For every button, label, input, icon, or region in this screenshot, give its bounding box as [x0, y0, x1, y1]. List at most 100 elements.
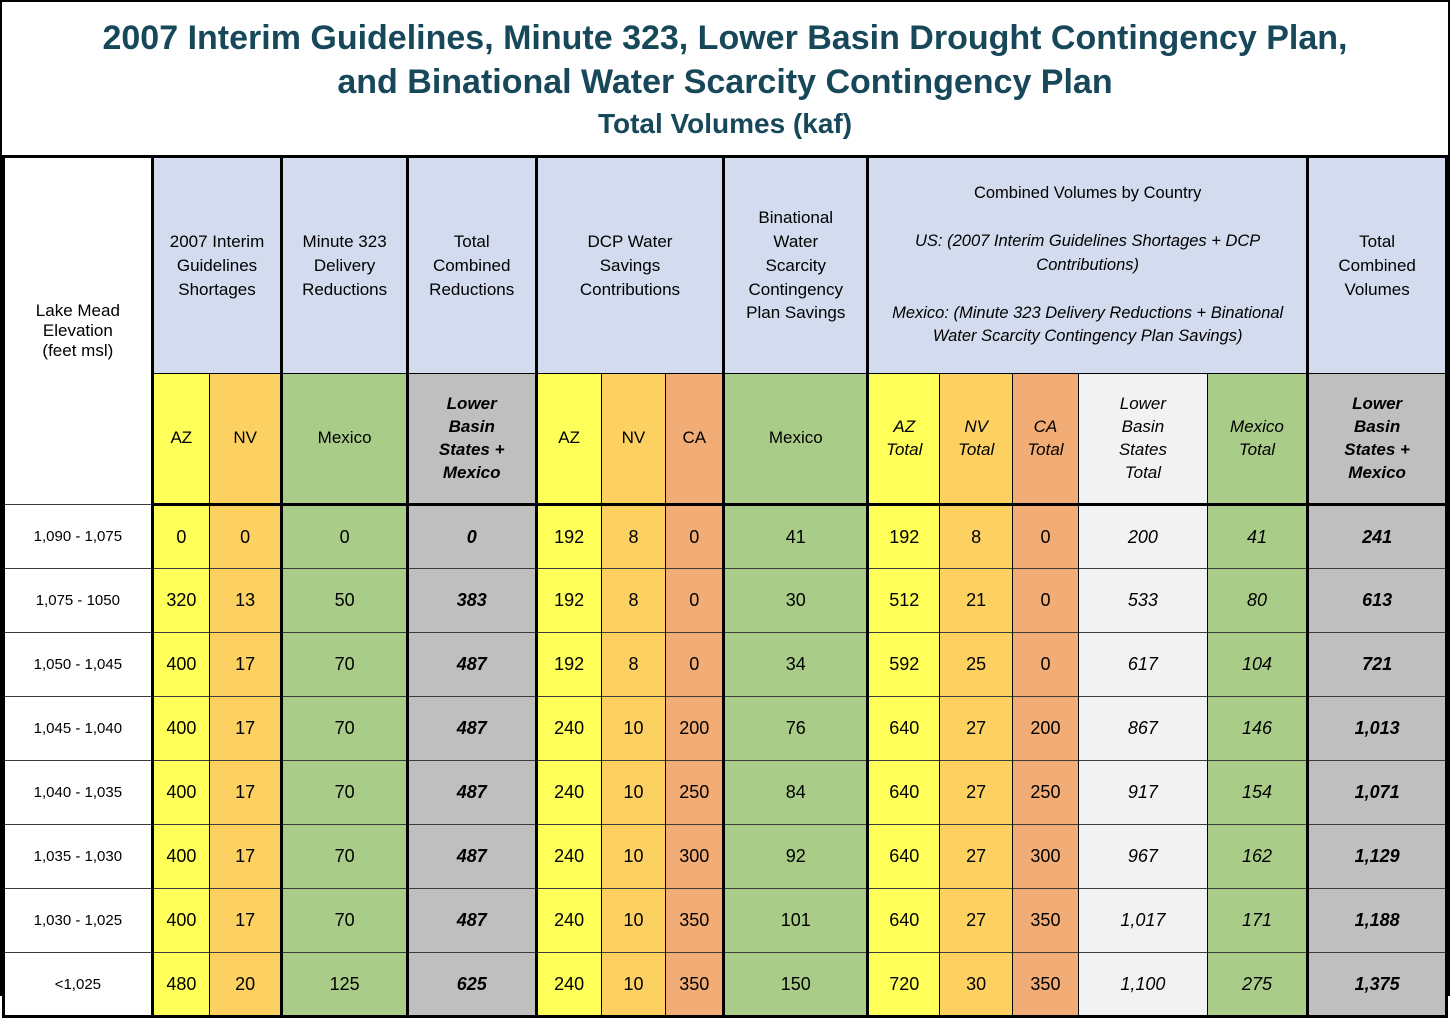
col-header-mexico-total: Mexico Total [1206, 373, 1308, 507]
value-cell: 150 [722, 952, 868, 1017]
value-cell: 8 [600, 632, 666, 697]
value-cell: 640 [866, 760, 940, 825]
value-cell: 400 [150, 824, 210, 889]
value-cell: 240 [534, 888, 602, 953]
value-cell: 400 [150, 632, 210, 697]
value-cell: 625 [405, 952, 537, 1017]
table-row-1040-1035: 1,040 - 1,035 400 17 70 487 240 10 250 8… [3, 760, 1447, 825]
table-row-below-1025: <1,025 480 20 125 625 240 10 350 150 720… [3, 952, 1447, 1017]
value-cell: 640 [866, 824, 940, 889]
value-cell: 1,100 [1078, 952, 1208, 1017]
value-cell: 640 [866, 696, 940, 761]
sub-header-row: AZ NV Mexico Lower Basin States + Mexico… [4, 373, 1447, 507]
value-cell: 1,129 [1306, 824, 1447, 889]
value-cell: 50 [280, 568, 408, 633]
value-cell: 27 [939, 760, 1013, 825]
value-cell: 41 [722, 504, 868, 569]
value-cell: 512 [866, 568, 940, 633]
value-cell: 171 [1206, 888, 1308, 953]
col-group-2007-interim-guidelines-shortages: 2007 Interim Guidelines Shortages [150, 155, 282, 374]
col-header-nv-shortages: NV [208, 373, 282, 507]
value-cell: 350 [665, 952, 724, 1017]
table-row-1090-1075: 1,090 - 1,075 0 0 0 0 192 8 0 41 192 8 0… [3, 504, 1447, 569]
value-cell: 17 [208, 760, 282, 825]
elevation-cell: 1,030 - 1,025 [3, 888, 153, 953]
value-cell: 13 [208, 568, 282, 633]
value-cell: 200 [1078, 504, 1208, 569]
value-cell: 350 [665, 888, 724, 953]
col-header-ca-total: CA Total [1011, 373, 1079, 507]
col-header-nv-total: NV Total [939, 373, 1013, 507]
title-line-1: 2007 Interim Guidelines, Minute 323, Low… [102, 18, 1348, 57]
value-cell: 10 [600, 760, 666, 825]
value-cell: 487 [405, 632, 537, 697]
value-cell: 146 [1206, 696, 1308, 761]
value-cell: 80 [1206, 568, 1308, 633]
value-cell: 1,188 [1306, 888, 1447, 953]
value-cell: 17 [208, 824, 282, 889]
elevation-cell: 1,035 - 1,030 [3, 824, 153, 889]
page-title: 2007 Interim Guidelines, Minute 323, Low… [2, 2, 1448, 155]
value-cell: 30 [939, 952, 1013, 1017]
value-cell: 592 [866, 632, 940, 697]
value-cell: 487 [405, 760, 537, 825]
value-cell: 27 [939, 696, 1013, 761]
col-header-mexico-reductions: Mexico [280, 373, 408, 507]
value-cell: 27 [939, 824, 1013, 889]
col-header-az-dcp: AZ [534, 373, 602, 507]
value-cell: 0 [1011, 568, 1079, 633]
elevation-cell: <1,025 [3, 952, 153, 1017]
value-cell: 125 [280, 952, 408, 1017]
table-row-1045-1040: 1,045 - 1,040 400 17 70 487 240 10 200 7… [3, 696, 1447, 761]
combined-volumes-mexico-formula: Mexico: (Minute 323 Delivery Reductions … [892, 303, 1284, 346]
group-header-row: Lake Mead Elevation (feet msl) 2007 Inte… [3, 155, 1447, 505]
value-cell: 533 [1078, 568, 1208, 633]
value-cell: 0 [665, 504, 724, 569]
value-cell: 400 [150, 888, 210, 953]
value-cell: 10 [600, 952, 666, 1017]
elevation-cell: 1,075 - 1050 [3, 568, 153, 633]
value-cell: 240 [534, 952, 602, 1017]
value-cell: 200 [665, 696, 724, 761]
value-cell: 1,013 [1306, 696, 1447, 761]
value-cell: 617 [1078, 632, 1208, 697]
value-cell: 400 [150, 760, 210, 825]
col-header-mexico-binational: Mexico [722, 373, 868, 507]
value-cell: 300 [665, 824, 724, 889]
col-group-minute-323-delivery-reductions: Minute 323 Delivery Reductions [280, 155, 408, 374]
value-cell: 241 [1306, 504, 1447, 569]
table-header: Lake Mead Elevation (feet msl) 2007 Inte… [3, 155, 1447, 507]
table-row-1050-1045: 1,050 - 1,045 400 17 70 487 192 8 0 34 5… [3, 632, 1447, 697]
value-cell: 10 [600, 824, 666, 889]
col-group-total-combined-volumes: Total Combined Volumes [1306, 155, 1447, 374]
value-cell: 25 [939, 632, 1013, 697]
col-group-dcp-water-savings-contributions: DCP Water Savings Contributions [534, 155, 724, 374]
value-cell: 30 [722, 568, 868, 633]
table-row-1075-1050: 1,075 - 1050 320 13 50 383 192 8 0 30 51… [3, 568, 1447, 633]
value-cell: 0 [405, 504, 537, 569]
elevation-cell: 1,045 - 1,040 [3, 696, 153, 761]
value-cell: 613 [1306, 568, 1447, 633]
col-header-nv-dcp: NV [600, 373, 666, 507]
value-cell: 8 [939, 504, 1013, 569]
value-cell: 250 [665, 760, 724, 825]
volumes-table: Lake Mead Elevation (feet msl) 2007 Inte… [2, 155, 1448, 1018]
value-cell: 10 [600, 888, 666, 953]
col-group-total-combined-reductions: Total Combined Reductions [405, 155, 537, 374]
col-header-lower-basin-states-mexico-reductions: Lower Basin States + Mexico [405, 373, 537, 507]
value-cell: 70 [280, 888, 408, 953]
value-cell: 104 [1206, 632, 1308, 697]
value-cell: 154 [1206, 760, 1308, 825]
value-cell: 383 [405, 568, 537, 633]
value-cell: 0 [280, 504, 408, 569]
value-cell: 320 [150, 568, 210, 633]
value-cell: 1,375 [1306, 952, 1447, 1017]
value-cell: 192 [534, 504, 602, 569]
value-cell: 350 [1011, 888, 1079, 953]
table-body: 1,090 - 1,075 0 0 0 0 192 8 0 41 192 8 0… [3, 504, 1447, 1017]
col-header-lower-basin-states-mexico-volumes: Lower Basin States + Mexico [1306, 373, 1447, 507]
value-cell: 21 [939, 568, 1013, 633]
value-cell: 917 [1078, 760, 1208, 825]
col-header-az-shortages: AZ [150, 373, 210, 507]
value-cell: 487 [405, 696, 537, 761]
